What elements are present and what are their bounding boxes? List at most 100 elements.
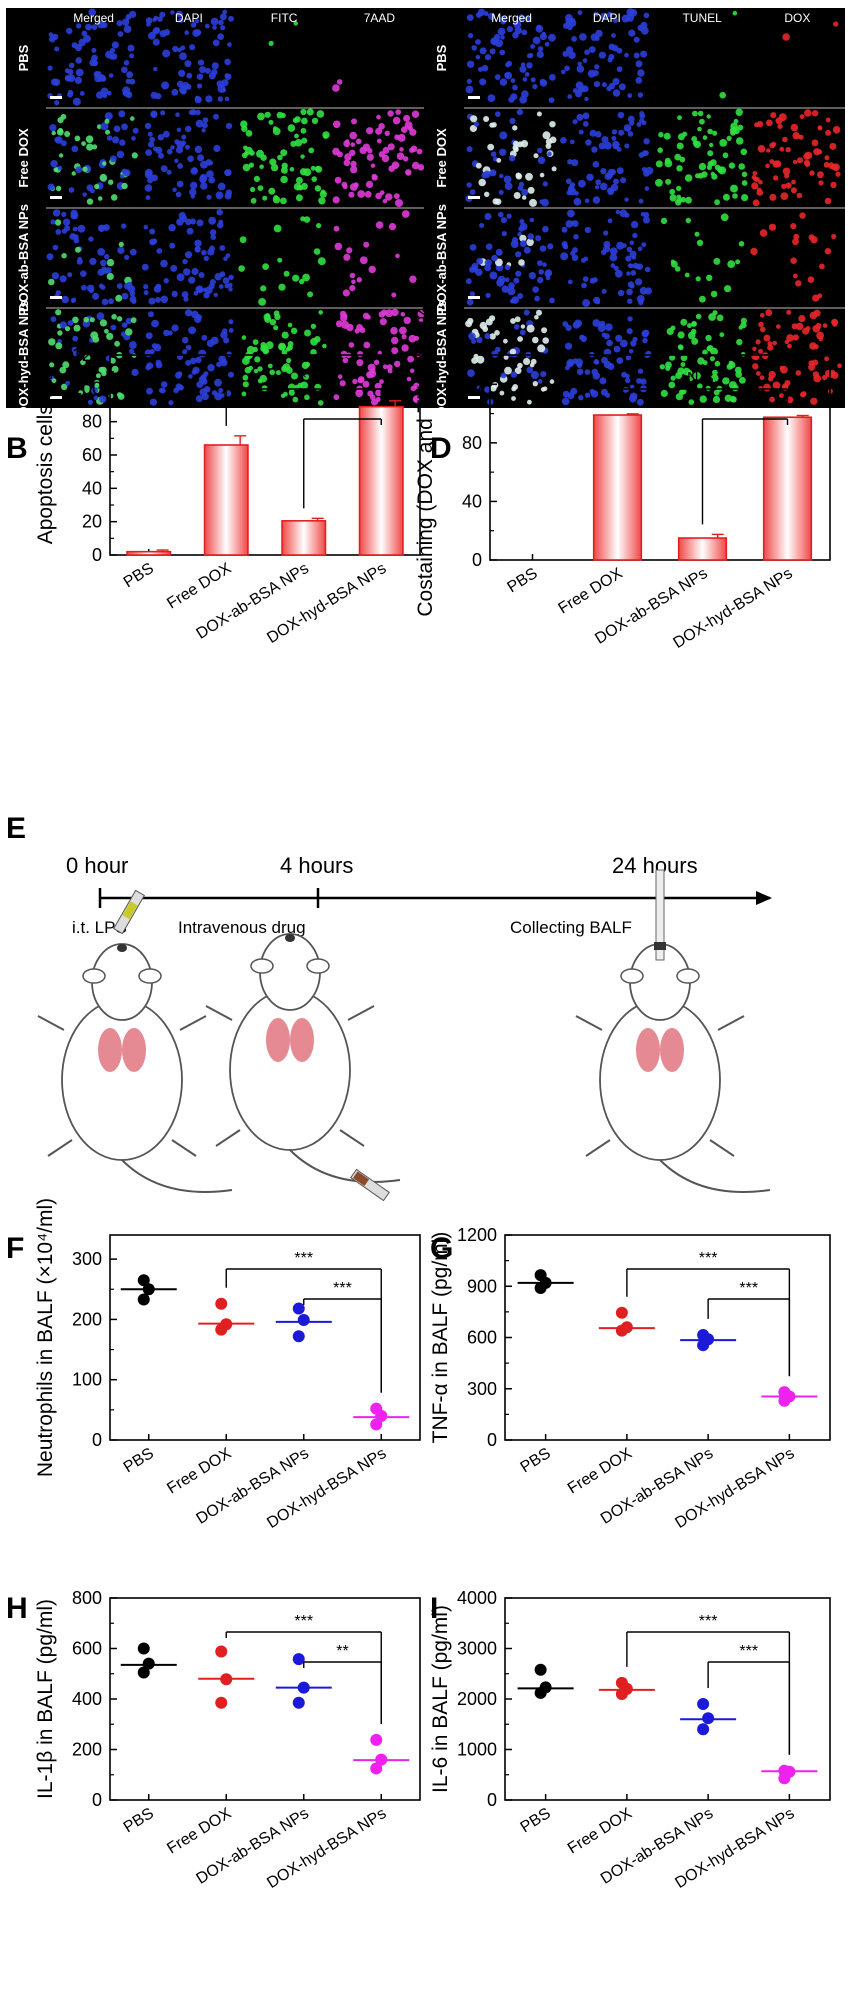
cell-nucleus [582,276,589,282]
column-label-dox: DOX [784,11,810,25]
cell-nucleus [541,327,548,334]
cell-nucleus [185,144,190,150]
cell-nucleus [110,155,117,163]
cell-nucleus [753,176,758,182]
data-point-dox-ab-bsa-nps [292,1330,305,1343]
significance-bracket: N.S. [616,370,789,406]
column-label-dapi: DAPI [593,11,621,25]
cell-nucleus [752,363,759,370]
cell-nucleus [51,378,57,384]
mouse-forelimbs [205,1005,375,1021]
y-tick-label: 0 [487,1790,497,1810]
cell-nucleus [68,62,75,69]
cell-nucleus [626,288,633,296]
cell-nucleus [129,53,135,59]
cell-nucleus [504,71,513,80]
cell-nucleus [416,148,423,155]
cell-nucleus [628,29,636,37]
cell-nucleus [574,191,579,196]
cell-nucleus [695,313,702,320]
cell-nucleus [523,357,531,366]
cell-nucleus [539,78,546,85]
cell-nucleus [100,259,107,267]
cell-nucleus [106,332,114,340]
cell-nucleus [817,171,824,179]
cell-nucleus [179,52,187,61]
significance-bracket: *** [303,1280,382,1393]
cell-nucleus [91,60,99,67]
cell-nucleus [78,390,83,395]
cell-nucleus [287,344,293,351]
cell-nucleus [730,184,738,193]
significance-label: * [301,370,307,387]
mouse-body [61,999,183,1161]
cell-nucleus [697,126,702,132]
cell-nucleus [567,209,575,218]
cell-nucleus [215,191,224,200]
cell-nucleus [758,348,764,354]
cell-nucleus [129,341,137,349]
cell-nucleus [117,246,125,254]
cell-nucleus [626,246,633,253]
cell-nucleus [96,124,102,130]
cell-nucleus [170,10,175,15]
cell-nucleus [213,292,218,298]
cell-nucleus [691,337,699,345]
cell-nucleus [484,259,492,267]
cell-nucleus [767,341,773,347]
cell-nucleus [104,112,113,121]
cell-nucleus [489,271,498,280]
mouse-hindlimbs [47,1139,197,1157]
cell-nucleus [544,269,553,277]
cell-nucleus [601,249,607,255]
cell-nucleus [790,123,799,132]
y-tick-label: 0 [92,1430,102,1450]
bar-dox-ab-bsa-nps [281,520,327,556]
cell-nucleus [639,286,648,295]
cell-nucleus [635,77,643,84]
cell-pbs-tunel [654,8,749,107]
cell-nucleus [489,48,496,55]
cell-nucleus [61,295,69,304]
cell-nucleus [100,122,109,131]
cell-nucleus [391,292,397,298]
bar-dox-ab-bsa-nps [677,537,728,561]
cell-nucleus [770,112,777,119]
cell-nucleus [489,333,496,340]
cell-nucleus [224,58,231,66]
cell-nucleus [63,218,71,226]
cell-nucleus [345,139,350,144]
cell-nucleus [494,74,501,80]
data-point-free-dox [215,1645,228,1658]
cell-nucleus [112,136,120,144]
cell-nucleus [403,316,411,325]
cell-nucleus [111,365,119,373]
cell-nucleus [131,152,138,159]
cell-nucleus [786,334,794,342]
cell-nucleus [99,173,108,182]
cell-nucleus [109,55,114,60]
cell-nucleus [643,12,650,19]
row-label-dox-ab-bsa-nps: DOX-ab-BSA NPs [16,204,31,312]
cell-nucleus [48,32,54,37]
cell-nucleus [148,141,155,148]
cell-nucleus [833,21,839,27]
cell-pbs-7aad [331,8,426,107]
cell-nucleus [362,380,370,388]
cell-nucleus [303,373,310,380]
cell-nucleus [395,253,400,259]
scale-bar [468,196,480,199]
cell-nucleus [470,115,478,123]
cell-nucleus [175,191,182,198]
cell-nucleus [49,362,55,368]
cell-nucleus [391,308,399,317]
data-point-pbs [137,1274,150,1287]
cell-nucleus [201,334,208,341]
cell-nucleus [283,270,290,277]
significance-bracket: * [225,370,382,426]
cell-nucleus [752,199,760,207]
cell-nucleus [269,369,276,376]
cell-nucleus [801,391,807,397]
lung-right [290,1018,314,1062]
cell-nucleus [495,111,501,117]
